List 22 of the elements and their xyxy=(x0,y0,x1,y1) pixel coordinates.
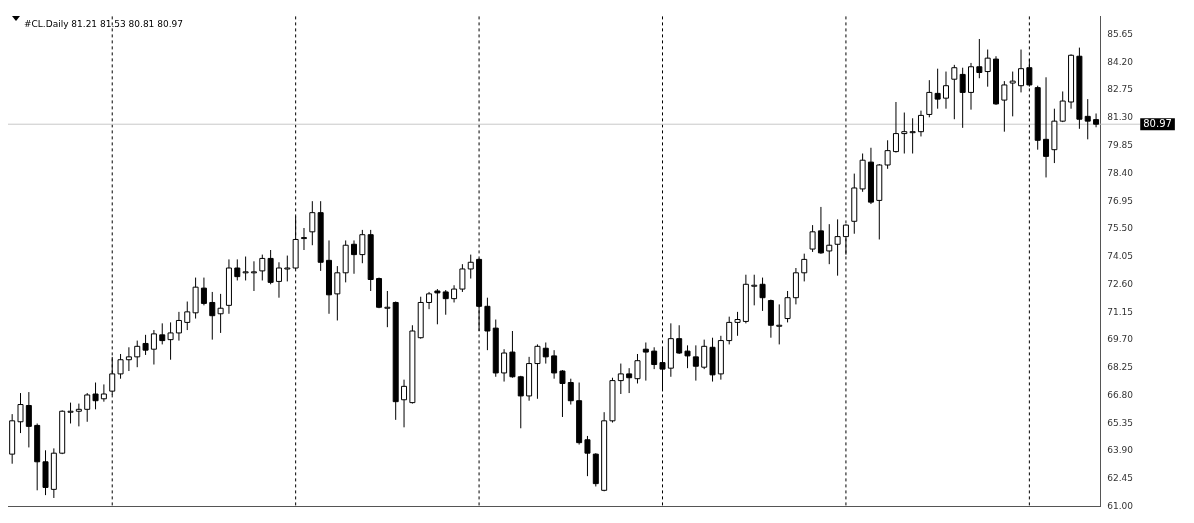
y-tick-label: 71.15 xyxy=(1107,306,1133,317)
y-tick-label: 76.95 xyxy=(1107,195,1133,206)
y-tick-label: 84.20 xyxy=(1107,56,1134,67)
y-tick-label: 82.75 xyxy=(1107,84,1133,95)
y-tick-label: 63.90 xyxy=(1107,445,1134,456)
y-tick-label: 81.30 xyxy=(1107,112,1134,123)
candlestick xyxy=(968,62,974,111)
y-tick-label: 78.40 xyxy=(1107,167,1134,178)
ref-line-label: 80.97 xyxy=(1143,117,1172,129)
y-tick-label: 79.85 xyxy=(1107,140,1133,150)
y-tick-label: 66.80 xyxy=(1107,389,1134,400)
y-tick-label: 72.60 xyxy=(1107,278,1134,289)
chart-title: #CL.Daily 81.21 81.53 80.81 80.97 xyxy=(24,19,183,30)
y-tick-label: 61.00 xyxy=(1107,500,1134,511)
y-tick-label: 85.65 xyxy=(1107,28,1133,39)
y-tick-label: 65.35 xyxy=(1107,417,1133,428)
y-tick-label: 62.45 xyxy=(1107,473,1133,484)
y-tick-label: 75.50 xyxy=(1107,223,1134,234)
y-tick-label: 68.25 xyxy=(1107,362,1133,373)
y-tick-label: 74.05 xyxy=(1107,251,1133,262)
candlestick xyxy=(942,71,949,110)
y-tick-label: 69.70 xyxy=(1107,334,1134,345)
